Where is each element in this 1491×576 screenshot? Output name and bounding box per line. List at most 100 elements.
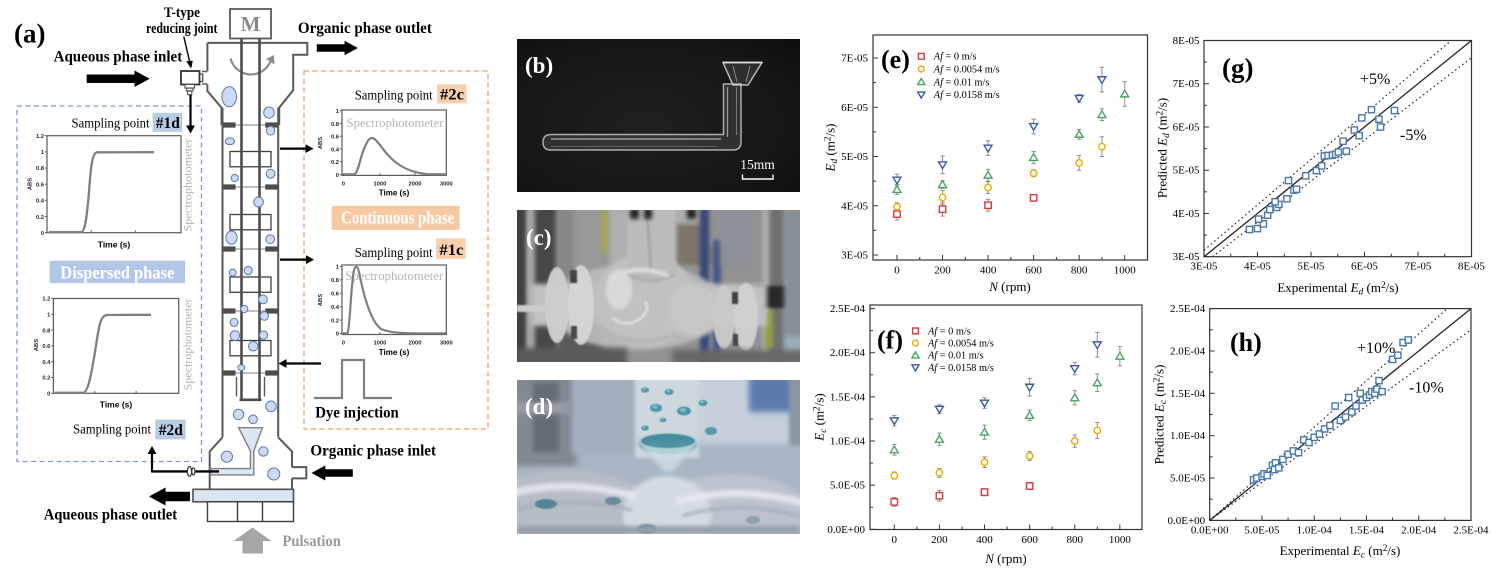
svg-text:0.0E+00: 0.0E+00 bbox=[827, 524, 865, 536]
svg-text:3000: 3000 bbox=[440, 341, 453, 347]
svg-text:Af = 0.0054 m/s: Af = 0.0054 m/s bbox=[933, 65, 1000, 76]
svg-text:3E-05: 3E-05 bbox=[1173, 251, 1200, 263]
svg-text:0.8: 0.8 bbox=[36, 166, 45, 172]
svg-text:1.0E-04: 1.0E-04 bbox=[830, 436, 866, 448]
svg-text:Time (s): Time (s) bbox=[98, 240, 131, 250]
svg-text:2.5E-04: 2.5E-04 bbox=[830, 303, 866, 315]
svg-text:6E-05: 6E-05 bbox=[1173, 121, 1200, 133]
svg-text:Spectrophotometer: Spectrophotometer bbox=[183, 138, 195, 231]
svg-text:Af = 0.0158 m/s: Af = 0.0158 m/s bbox=[933, 90, 1000, 101]
svg-text:Ed (m2/s): Ed (m2/s) bbox=[823, 124, 841, 173]
svg-text:5E-05: 5E-05 bbox=[1298, 261, 1325, 273]
svg-text:0.8: 0.8 bbox=[331, 278, 340, 284]
svg-text:Time (s): Time (s) bbox=[379, 348, 410, 357]
svg-text:0: 0 bbox=[336, 332, 339, 338]
svg-text:Sampling point: Sampling point bbox=[355, 246, 433, 261]
svg-text:600: 600 bbox=[1025, 265, 1042, 277]
svg-text:2.5E-04: 2.5E-04 bbox=[1170, 303, 1206, 315]
svg-text:Af = 0 m/s: Af = 0 m/s bbox=[927, 326, 971, 337]
svg-text:-10%: -10% bbox=[1409, 380, 1444, 397]
svg-text:M: M bbox=[241, 12, 261, 36]
svg-text:1.5E-04: 1.5E-04 bbox=[1349, 524, 1385, 536]
svg-text:1000: 1000 bbox=[373, 341, 386, 347]
svg-text:(g): (g) bbox=[1222, 53, 1253, 83]
svg-text:8E-05: 8E-05 bbox=[1173, 35, 1200, 47]
svg-text:Sampling point: Sampling point bbox=[73, 423, 151, 438]
svg-text:1.2: 1.2 bbox=[42, 297, 50, 303]
svg-text:-5%: -5% bbox=[1400, 127, 1427, 144]
svg-text:400: 400 bbox=[980, 265, 997, 277]
svg-text:1.5E-04: 1.5E-04 bbox=[830, 391, 866, 403]
svg-text:2.0E-04: 2.0E-04 bbox=[830, 347, 866, 359]
svg-text:2.5E-04: 2.5E-04 bbox=[1453, 524, 1489, 536]
svg-text:Experimental Ec (m2/s): Experimental Ec (m2/s) bbox=[1280, 543, 1401, 561]
svg-text:Spectrophotometer: Spectrophotometer bbox=[347, 115, 445, 130]
svg-text:Predicted Ed (m2/s): Predicted Ed (m2/s) bbox=[1155, 98, 1173, 198]
svg-text:7E-05: 7E-05 bbox=[1405, 261, 1432, 273]
svg-text:Af = 0.0158 m/s: Af = 0.0158 m/s bbox=[927, 363, 994, 374]
svg-text:0: 0 bbox=[342, 181, 345, 187]
svg-text:0.8: 0.8 bbox=[331, 122, 340, 128]
svg-text:0.6: 0.6 bbox=[331, 135, 340, 141]
svg-text:Dispersed phase: Dispersed phase bbox=[60, 262, 174, 282]
svg-text:2000: 2000 bbox=[409, 181, 422, 187]
svg-text:1.5E-04: 1.5E-04 bbox=[1170, 388, 1206, 400]
svg-text:Af = 0.01 m/s: Af = 0.01 m/s bbox=[927, 351, 984, 362]
svg-text:5E-05: 5E-05 bbox=[841, 151, 868, 163]
svg-text:N (rpm): N (rpm) bbox=[988, 279, 1031, 294]
svg-text:2000: 2000 bbox=[409, 341, 422, 347]
svg-text:1000: 1000 bbox=[1114, 265, 1137, 277]
svg-text:+10%: +10% bbox=[1357, 340, 1395, 357]
svg-text:3E-05: 3E-05 bbox=[1191, 261, 1218, 273]
svg-text:(h): (h) bbox=[1230, 328, 1262, 357]
svg-text:Time (s): Time (s) bbox=[379, 189, 410, 198]
svg-text:#1d: #1d bbox=[156, 115, 180, 132]
svg-text:4E-05: 4E-05 bbox=[1244, 261, 1271, 273]
svg-text:(e): (e) bbox=[881, 45, 910, 74]
svg-text:1.0E-04: 1.0E-04 bbox=[1170, 430, 1206, 442]
svg-text:Af = 0.01 m/s: Af = 0.01 m/s bbox=[933, 77, 990, 88]
svg-text:Aqueous phase outlet: Aqueous phase outlet bbox=[44, 507, 178, 524]
svg-text:0.8: 0.8 bbox=[42, 328, 51, 334]
svg-text:Spectrophotometer: Spectrophotometer bbox=[345, 268, 444, 283]
svg-text:0.4: 0.4 bbox=[331, 305, 340, 311]
svg-text:Af = 0 m/s: Af = 0 m/s bbox=[933, 52, 977, 63]
svg-text:T-type: T-type bbox=[164, 5, 201, 21]
svg-text:400: 400 bbox=[976, 534, 993, 546]
svg-text:3000: 3000 bbox=[440, 181, 453, 187]
svg-text:ABS: ABS bbox=[318, 294, 324, 306]
svg-text:7E-05: 7E-05 bbox=[841, 53, 868, 65]
svg-text:0.2: 0.2 bbox=[331, 318, 339, 324]
svg-text:Continuous phase: Continuous phase bbox=[341, 207, 454, 227]
svg-text:600: 600 bbox=[1021, 534, 1038, 546]
svg-text:0: 0 bbox=[336, 173, 339, 179]
svg-text:0: 0 bbox=[41, 231, 44, 237]
svg-text:#2c: #2c bbox=[440, 87, 464, 104]
svg-text:0.6: 0.6 bbox=[331, 292, 340, 298]
svg-text:Pulsation: Pulsation bbox=[283, 533, 341, 550]
svg-text:Sampling point: Sampling point bbox=[355, 88, 433, 103]
svg-text:6E-05: 6E-05 bbox=[1351, 261, 1378, 273]
svg-text:Time (s): Time (s) bbox=[100, 400, 133, 410]
svg-text:15mm: 15mm bbox=[740, 157, 775, 172]
svg-text:200: 200 bbox=[934, 265, 951, 277]
svg-text:Sampling point: Sampling point bbox=[72, 117, 150, 132]
svg-text:1: 1 bbox=[336, 265, 340, 271]
svg-text:ABS: ABS bbox=[34, 339, 40, 351]
svg-text:0.4: 0.4 bbox=[331, 147, 340, 153]
svg-text:0.4: 0.4 bbox=[36, 199, 45, 205]
svg-text:Predicted Ec (m2/s): Predicted Ec (m2/s) bbox=[1152, 365, 1170, 465]
svg-text:0.2: 0.2 bbox=[331, 160, 339, 166]
svg-text:Aqueous phase inlet: Aqueous phase inlet bbox=[54, 49, 183, 66]
svg-text:800: 800 bbox=[1071, 265, 1088, 277]
svg-text:Dye injection: Dye injection bbox=[315, 404, 399, 421]
svg-text:(d): (d) bbox=[525, 394, 553, 419]
svg-text:Spectrophotometer: Spectrophotometer bbox=[183, 298, 195, 390]
svg-text:1: 1 bbox=[41, 150, 45, 156]
svg-text:N (rpm): N (rpm) bbox=[984, 551, 1027, 566]
svg-text:0.0E+00: 0.0E+00 bbox=[1191, 524, 1229, 536]
svg-text:1000: 1000 bbox=[1109, 534, 1132, 546]
svg-text:5.0E-05: 5.0E-05 bbox=[1170, 473, 1206, 485]
svg-text:0.6: 0.6 bbox=[36, 182, 45, 188]
svg-text:0.6: 0.6 bbox=[42, 344, 51, 350]
